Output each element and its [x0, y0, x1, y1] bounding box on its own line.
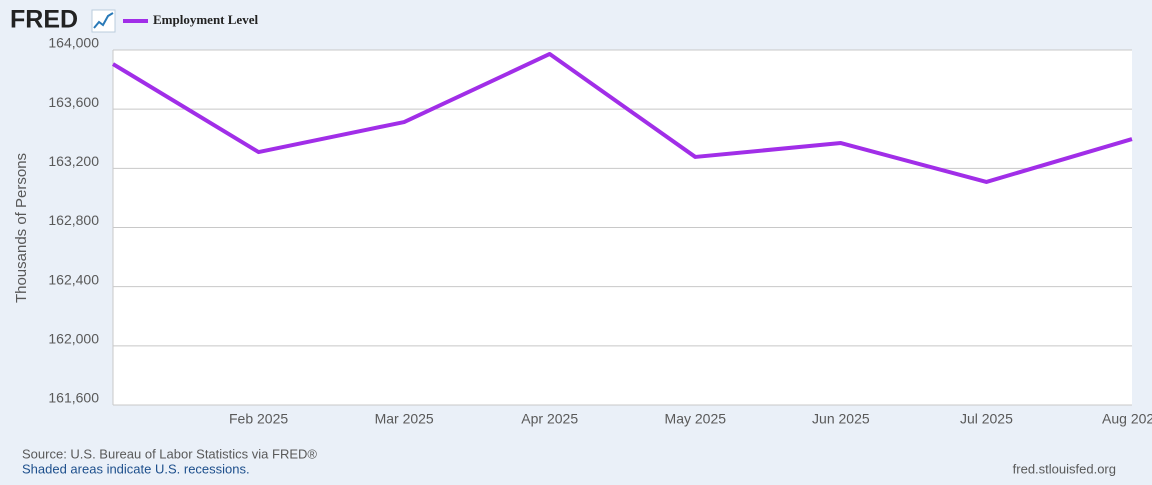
x-tick-label: Apr 2025 — [521, 411, 578, 427]
y-tick-label: 164,000 — [48, 35, 99, 51]
y-tick-label: 161,600 — [48, 390, 99, 406]
url[interactable]: fred.stlouisfed.org — [1013, 461, 1116, 476]
y-tick-label: 163,200 — [48, 153, 99, 169]
y-axis-label: Thousands of Persons — [13, 153, 30, 303]
recession-note[interactable]: Shaded areas indicate U.S. recessions. — [22, 461, 250, 476]
x-tick-label: May 2025 — [665, 411, 727, 427]
y-tick-label: 162,800 — [48, 212, 99, 228]
x-tick-label: Feb 2025 — [229, 411, 288, 427]
x-tick-label: Jul 2025 — [960, 411, 1013, 427]
legend-label: Employment Level — [153, 12, 258, 27]
x-tick-label: Aug 2025 — [1102, 411, 1152, 427]
y-tick-label: 163,600 — [48, 94, 99, 110]
series-line — [111, 51, 1133, 184]
x-tick-label: Jun 2025 — [812, 411, 870, 427]
logo: FRED — [10, 6, 78, 34]
source: Source: U.S. Bureau of Labor Statistics … — [22, 446, 317, 461]
y-tick-label: 162,000 — [48, 331, 99, 347]
logo-icon — [91, 9, 116, 33]
y-tick-label: 162,400 — [48, 271, 99, 287]
x-tick-label: Mar 2025 — [375, 411, 434, 427]
